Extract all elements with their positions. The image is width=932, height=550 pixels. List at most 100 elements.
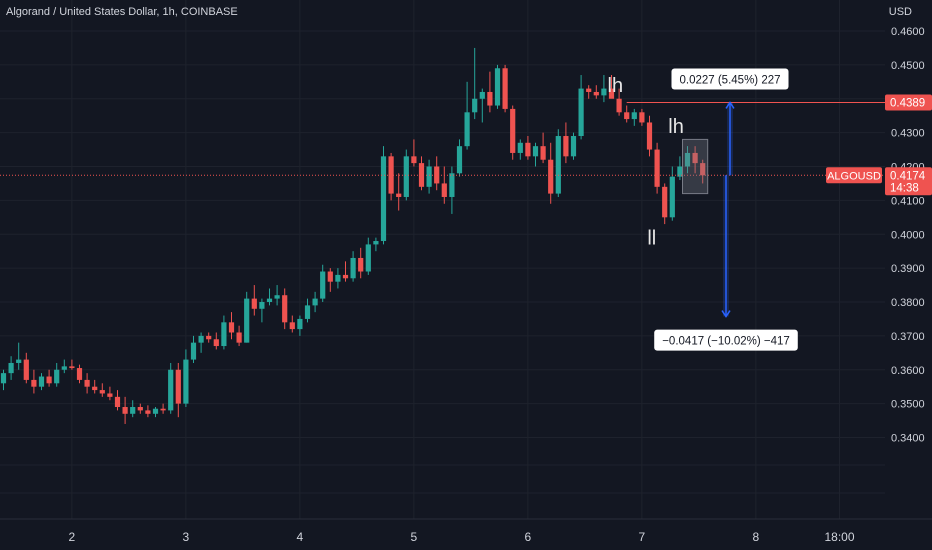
candle-body: [662, 186, 668, 218]
candle-body: [532, 146, 539, 157]
candle-body: [479, 91, 485, 99]
x-tick-label: 6: [525, 530, 532, 544]
candle-body: [183, 359, 189, 404]
candle-body: [46, 376, 52, 384]
candle-body: [380, 156, 387, 242]
candle-body: [540, 146, 546, 160]
candle-body: [213, 339, 219, 347]
candle-body: [624, 112, 630, 120]
x-tick-label: 8: [753, 530, 760, 544]
candle-body: [342, 274, 349, 279]
candle-body: [411, 156, 417, 164]
candle-body: [236, 332, 242, 343]
candle-body: [244, 298, 250, 343]
candle-body: [312, 298, 318, 306]
candle-body: [327, 271, 333, 282]
y-tick-label: 0.4100: [891, 195, 925, 207]
candle-body: [358, 257, 364, 272]
candle-body: [31, 379, 37, 387]
candle-body: [646, 122, 653, 150]
candle-body: [601, 88, 607, 96]
candle-body: [677, 166, 683, 177]
candle-body: [441, 183, 447, 197]
measure-up-label-box[interactable]: [671, 68, 789, 90]
candle-body: [388, 156, 394, 194]
candle-body: [221, 322, 227, 347]
x-tick-label: 4: [297, 530, 304, 544]
current-price-tag-text: 14:38: [890, 182, 919, 194]
y-tick-label: 0.4000: [891, 229, 925, 241]
candle-body: [456, 146, 463, 174]
candle-body: [282, 295, 288, 323]
candle-body: [84, 379, 90, 387]
y-tick-label: 0.3900: [891, 263, 925, 275]
candle-body: [76, 368, 83, 380]
highlight-box: [682, 138, 709, 195]
target-price-tag-text: 0.4389: [890, 97, 925, 109]
candle-body: [289, 322, 295, 330]
x-tick-label: 3: [183, 530, 190, 544]
annotation-label: lh: [608, 75, 624, 97]
candle-body: [198, 335, 204, 343]
candle-body: [61, 366, 67, 370]
candle-body: [145, 410, 151, 414]
annotation-label: lh: [668, 116, 684, 138]
current-price-tag-box[interactable]: [885, 167, 932, 196]
candle-body: [570, 136, 577, 157]
candle-body: [16, 359, 22, 363]
candle-body: [335, 274, 341, 282]
y-tick-label: 0.4300: [891, 128, 925, 140]
candle-body: [92, 386, 98, 391]
x-tick-label: 5: [411, 530, 418, 544]
y-tick-label: 0.3600: [891, 365, 925, 377]
target-price-tag-box[interactable]: [885, 94, 932, 111]
candle-body: [510, 108, 516, 153]
candle-body: [426, 166, 432, 187]
y-tick-label: 0.4500: [891, 60, 925, 72]
candle-body: [555, 136, 561, 194]
candle-body: [692, 152, 698, 164]
candle-body: [700, 163, 706, 176]
candle-body: [464, 112, 470, 147]
candle-body: [0, 373, 7, 384]
measure-down-label-box[interactable]: [654, 329, 798, 351]
y-tick-label: 0.3400: [891, 433, 925, 445]
candle-body: [23, 359, 29, 380]
candle-body: [418, 163, 425, 187]
candle-body: [228, 322, 235, 333]
candle-body: [8, 362, 14, 374]
candle-body: [38, 376, 45, 387]
candle-body: [69, 366, 75, 369]
candle-body: [586, 88, 592, 92]
candle-body: [639, 112, 645, 123]
candle-body: [107, 393, 113, 397]
candle-body: [578, 88, 584, 137]
y-tick-label: 0.3500: [891, 399, 925, 411]
candle-body: [297, 318, 303, 330]
candle-body: [365, 244, 371, 272]
candle-body: [502, 68, 508, 109]
current-price-tag-text: 0.4174: [890, 170, 926, 182]
y-tick-label: 0.3700: [891, 331, 925, 343]
candle-body: [373, 241, 379, 245]
candle-body: [206, 335, 212, 340]
measure-tools[interactable]: 0.0227 (5.45%) 227 −0.0417 (−10.02%) −417: [654, 68, 798, 351]
x-tick-label: 18:00: [824, 530, 854, 544]
candle-body: [274, 295, 280, 299]
x-tick-label: 2: [69, 530, 76, 544]
candle-body: [449, 173, 455, 197]
candle-body: [525, 142, 531, 157]
candle-body: [616, 98, 622, 113]
price-axis[interactable]: 0.46000.45000.44000.43000.42000.41000.40…: [826, 26, 932, 445]
grid-lines: [0, 0, 885, 519]
y-tick-label: 0.4600: [891, 26, 925, 38]
candle-body: [266, 298, 273, 302]
candle-body: [494, 68, 501, 106]
candle-body: [304, 305, 311, 319]
time-axis[interactable]: 2 3 4 5 6 7 8 18:00: [69, 530, 855, 544]
candle-body: [517, 142, 523, 153]
candle-body: [122, 407, 128, 414]
candle-body: [396, 193, 402, 197]
candle-body: [593, 91, 599, 96]
